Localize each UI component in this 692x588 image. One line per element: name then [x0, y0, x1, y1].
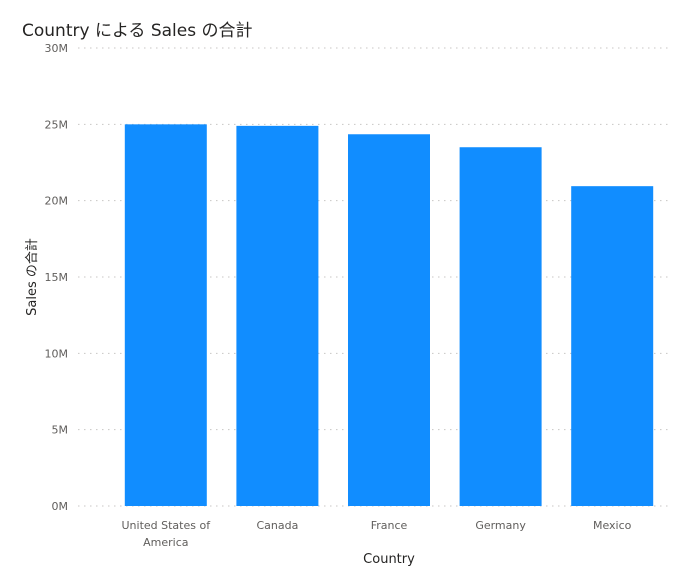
x-tick-label: Germany — [475, 519, 526, 532]
x-tick-label: France — [371, 519, 408, 532]
x-tick-label: Mexico — [593, 519, 632, 532]
bar[interactable] — [236, 125, 319, 507]
bar[interactable] — [459, 147, 542, 506]
bar[interactable] — [124, 124, 207, 506]
chart-title: Country による Sales の合計 — [22, 21, 253, 41]
bar[interactable] — [571, 186, 654, 506]
y-axis-title: Sales の合計 — [24, 238, 40, 316]
y-tick-label: 30M — [45, 42, 69, 55]
y-tick-label: 25M — [45, 118, 69, 131]
y-tick-label: 10M — [45, 347, 69, 360]
x-tick-label: Canada — [256, 519, 298, 532]
y-tick-label: 5M — [52, 424, 69, 437]
bar[interactable] — [348, 134, 430, 507]
x-axis-title: Country — [363, 552, 415, 567]
y-tick-label: 20M — [45, 195, 69, 208]
y-axis-ticks: 0M 5M 10M 15M 20M 25M 30M — [45, 42, 69, 513]
y-tick-label: 0M — [52, 500, 69, 513]
x-tick-label: United States of America — [122, 519, 212, 549]
x-axis-ticks: United States of America Canada France Germa… — [122, 519, 632, 549]
bars — [124, 124, 654, 507]
y-tick-label: 15M — [45, 271, 69, 284]
